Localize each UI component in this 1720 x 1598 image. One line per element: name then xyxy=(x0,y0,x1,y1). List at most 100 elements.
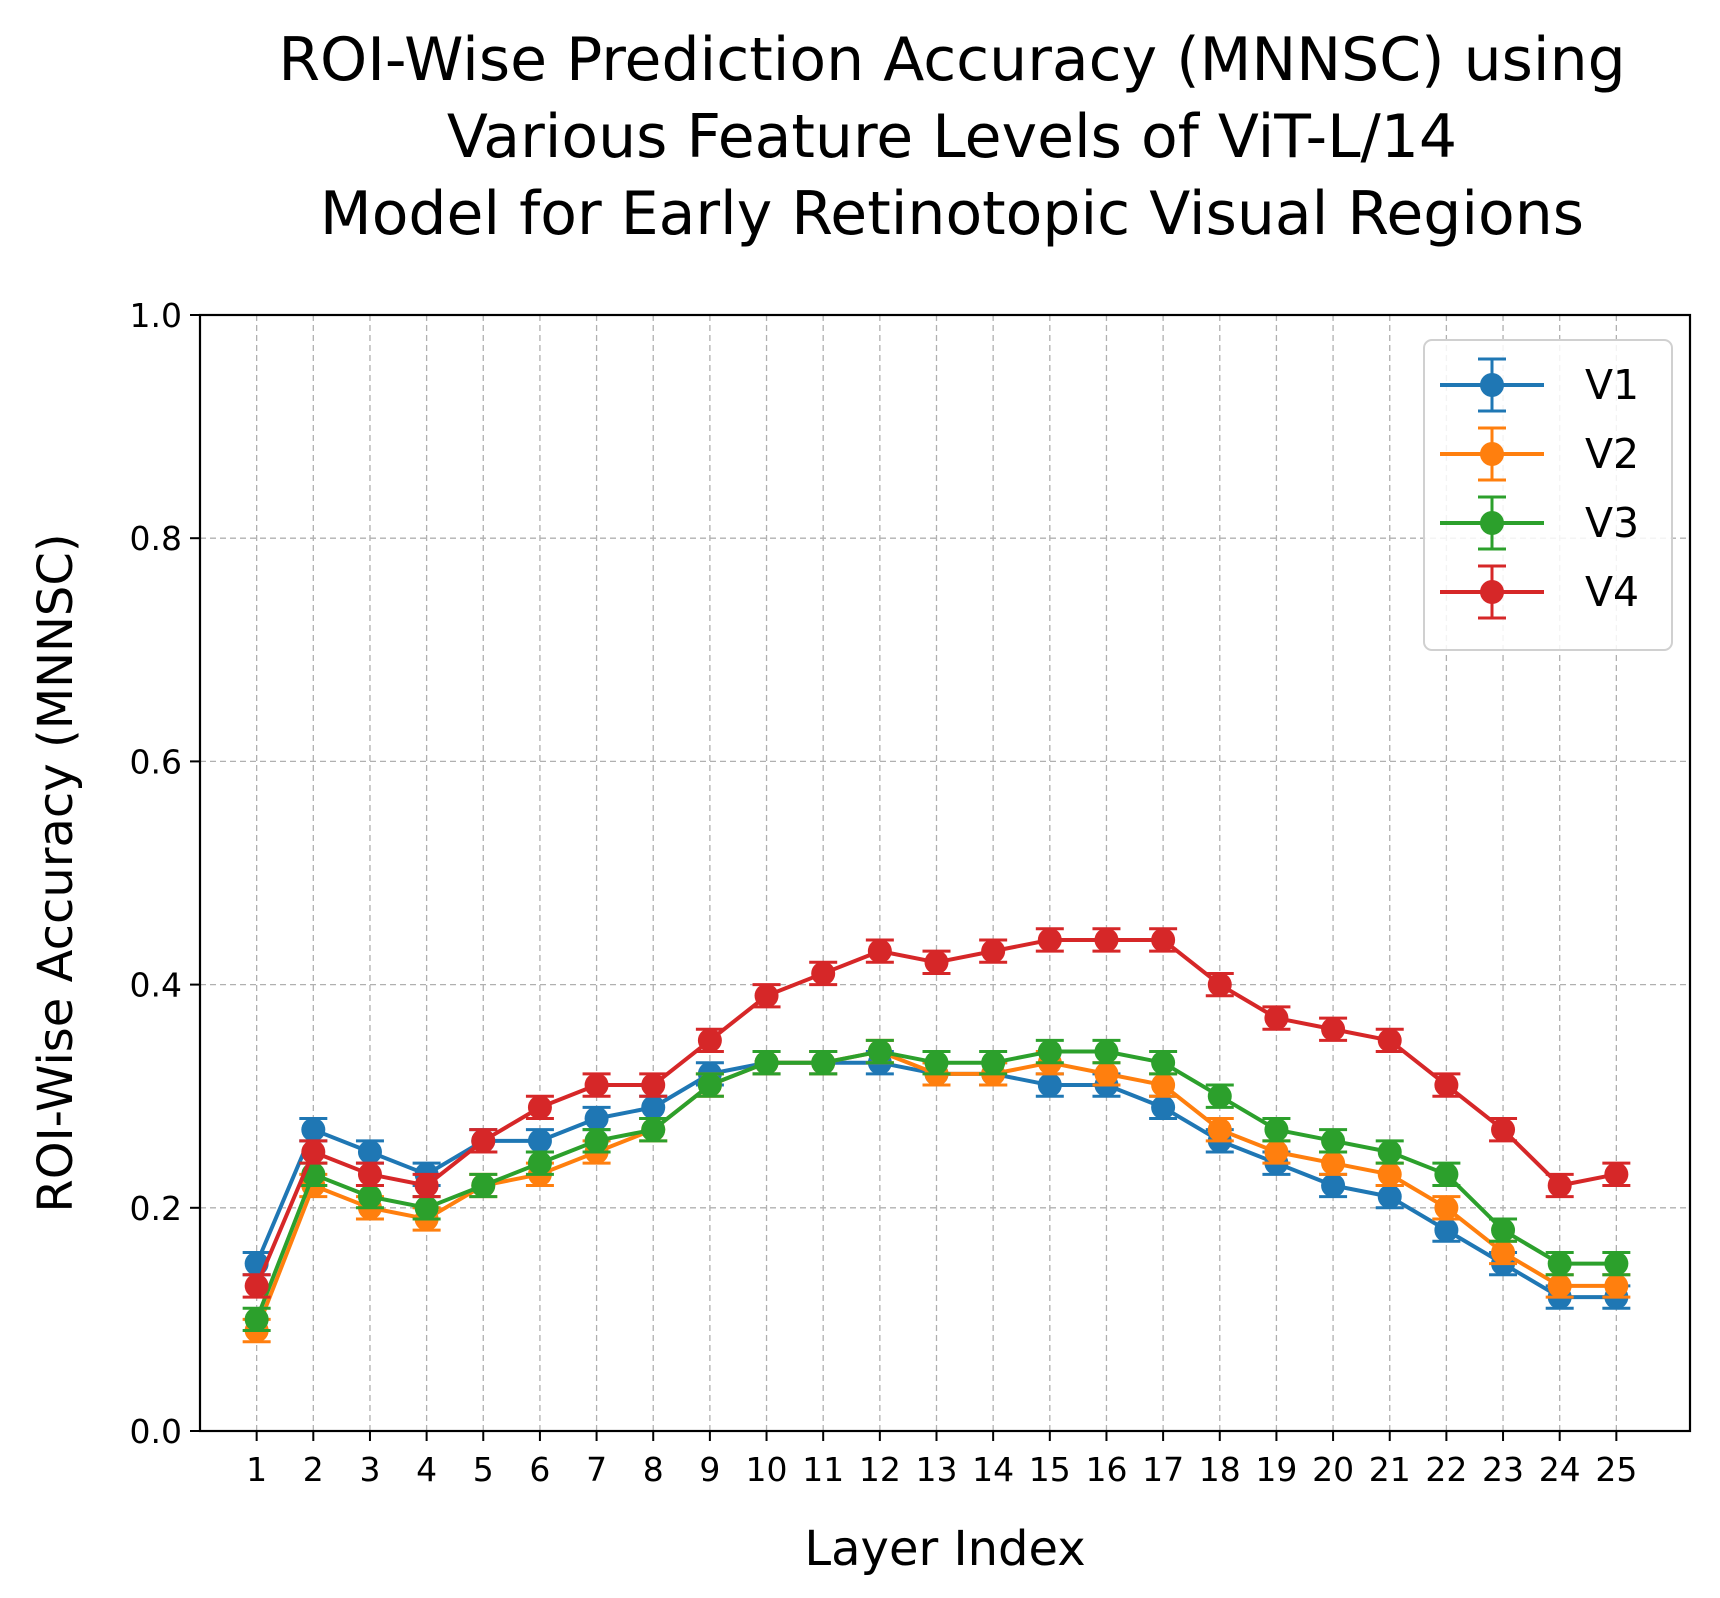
data-point xyxy=(1491,1218,1516,1243)
data-point xyxy=(414,1195,439,1220)
x-tick-label: 11 xyxy=(802,1450,844,1489)
x-tick-label: 14 xyxy=(972,1450,1014,1489)
legend-item-v4: V4 xyxy=(1440,564,1639,620)
data-point xyxy=(867,939,892,964)
data-point xyxy=(1151,1050,1176,1075)
series-v3 xyxy=(242,1038,1631,1333)
data-point xyxy=(244,1307,269,1332)
data-point xyxy=(754,1050,779,1075)
data-point xyxy=(584,1128,609,1153)
data-point xyxy=(1207,1084,1232,1109)
x-tick-label: 16 xyxy=(1085,1450,1127,1489)
chart-title-line-3: Model for Early Retinotopic Visual Regio… xyxy=(320,179,1584,249)
data-point xyxy=(1264,1140,1289,1164)
data-point xyxy=(1321,1173,1346,1198)
data-point xyxy=(1491,1240,1516,1265)
x-tick-label: 7 xyxy=(586,1450,607,1489)
y-tick-label: 1.0 xyxy=(130,296,182,335)
data-point xyxy=(641,1095,666,1120)
x-tick-label: 18 xyxy=(1199,1450,1241,1489)
data-point xyxy=(1151,927,1176,952)
data-point xyxy=(357,1140,382,1164)
x-tick-label: 13 xyxy=(916,1450,958,1489)
data-point xyxy=(1604,1273,1629,1298)
data-point xyxy=(1207,972,1232,997)
data-point xyxy=(1094,927,1119,952)
x-tick-label: 21 xyxy=(1369,1450,1411,1489)
data-point xyxy=(811,961,836,986)
legend-marker xyxy=(1480,580,1504,604)
data-point xyxy=(981,939,1006,964)
legend-label: V3 xyxy=(1585,499,1639,547)
data-point xyxy=(1264,1117,1289,1142)
data-point xyxy=(1037,1073,1062,1098)
y-axis-label: ROI-Wise Accuracy (MNNSC) xyxy=(28,533,84,1212)
x-tick-label: 20 xyxy=(1312,1450,1354,1489)
x-tick-label: 17 xyxy=(1142,1450,1184,1489)
y-tick-label: 0.4 xyxy=(130,966,182,1005)
x-tick-label: 23 xyxy=(1482,1450,1524,1489)
x-tick-label: 12 xyxy=(859,1450,901,1489)
data-point xyxy=(357,1162,382,1187)
data-point xyxy=(1434,1195,1459,1220)
legend-label: V2 xyxy=(1585,430,1639,478)
x-tick-label: 25 xyxy=(1595,1450,1637,1489)
x-axis: 1 2 3 4 5 6 7 8 9 10 11 12 13 14 15 16 17 18 19 20 21 22 23 24 2… xyxy=(246,1431,1637,1489)
x-tick-label: 6 xyxy=(529,1450,550,1489)
legend-marker xyxy=(1480,373,1504,397)
data-point xyxy=(1434,1073,1459,1098)
x-tick-label: 3 xyxy=(359,1450,380,1489)
data-point xyxy=(1604,1162,1629,1187)
legend-item-v1: V1 xyxy=(1440,357,1639,413)
data-point xyxy=(697,1028,722,1053)
data-point xyxy=(754,983,779,1008)
y-tick-label: 0.8 xyxy=(130,519,182,558)
x-tick-label: 8 xyxy=(643,1450,664,1489)
data-point xyxy=(1434,1218,1459,1243)
data-point xyxy=(1151,1095,1176,1120)
data-point xyxy=(357,1184,382,1209)
series-layer xyxy=(242,927,1631,1344)
data-point xyxy=(301,1140,326,1164)
x-tick-label: 19 xyxy=(1255,1450,1297,1489)
data-point xyxy=(1094,1039,1119,1064)
data-point xyxy=(1547,1251,1572,1276)
chart-title-line-1: ROI-Wise Prediction Accuracy (MNNSC) usi… xyxy=(278,25,1625,95)
data-point xyxy=(471,1128,496,1153)
data-point xyxy=(1094,1061,1119,1086)
legend: V1 V2 V3 V4 xyxy=(1423,339,1673,651)
x-tick-label: 10 xyxy=(746,1450,788,1489)
data-point xyxy=(1491,1117,1516,1142)
data-point xyxy=(527,1151,552,1176)
data-point xyxy=(641,1117,666,1142)
data-point xyxy=(584,1106,609,1131)
data-point xyxy=(584,1073,609,1098)
data-point xyxy=(811,1050,836,1075)
data-point xyxy=(1207,1117,1232,1142)
data-point xyxy=(527,1128,552,1153)
data-point xyxy=(697,1073,722,1098)
y-tick-label: 0.6 xyxy=(130,742,182,781)
x-tick-label: 24 xyxy=(1539,1450,1581,1489)
data-point xyxy=(1377,1184,1402,1209)
data-point xyxy=(1321,1128,1346,1153)
data-point xyxy=(1604,1251,1629,1276)
data-point xyxy=(1547,1173,1572,1198)
data-point xyxy=(1377,1162,1402,1187)
x-axis-label: Layer Index xyxy=(804,1521,1085,1577)
data-point xyxy=(1321,1151,1346,1176)
data-point xyxy=(1377,1028,1402,1053)
x-tick-label: 15 xyxy=(1029,1450,1071,1489)
data-point xyxy=(1321,1017,1346,1042)
x-tick-label: 1 xyxy=(246,1450,267,1489)
legend-item-v3: V3 xyxy=(1440,495,1639,551)
data-point xyxy=(1151,1073,1176,1098)
data-point xyxy=(471,1173,496,1198)
data-point xyxy=(1037,927,1062,952)
data-point xyxy=(414,1173,439,1198)
data-point xyxy=(641,1073,666,1098)
data-point xyxy=(1547,1273,1572,1298)
series-v4 xyxy=(242,927,1631,1299)
